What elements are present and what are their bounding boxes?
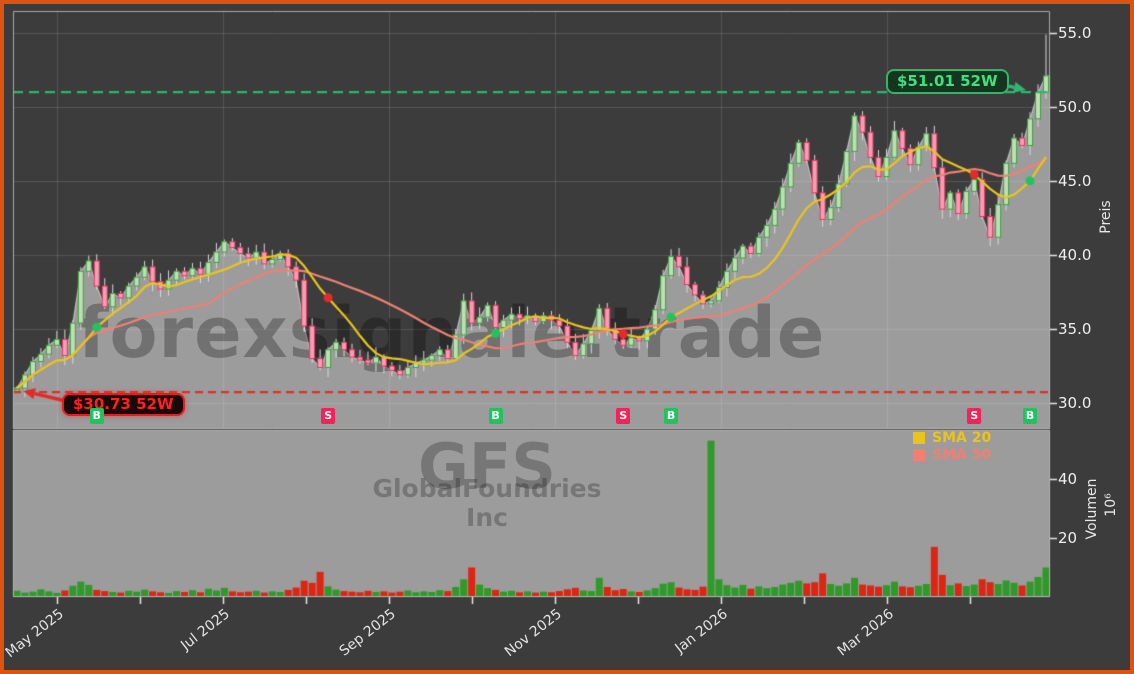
buy-marker: B: [1023, 408, 1038, 424]
volume-tick-label: 20: [1058, 529, 1078, 547]
high-52w-label: $51.01 52W: [886, 69, 1009, 94]
sma50-swatch-icon: [913, 448, 925, 461]
price-axis-title: Preis: [1098, 200, 1114, 234]
price-tick-label: 45.0: [1058, 172, 1092, 190]
legend-label-sma20: SMA 20: [932, 429, 992, 446]
volume-axis-title: Volumen: [1084, 478, 1100, 540]
sell-marker: S: [321, 408, 336, 424]
volume-axis-unit: 10⁶: [1103, 493, 1119, 517]
legend-label-sma50: SMA 50: [932, 446, 992, 463]
low-52w-label: $30.73 52W: [62, 393, 185, 416]
price-tick-label: 50.0: [1058, 98, 1092, 116]
buy-marker: B: [664, 408, 679, 424]
legend-item-sma50: SMA 50: [913, 446, 991, 463]
price-tick-label: 35.0: [1058, 320, 1092, 338]
legend: SMA 20 SMA 50: [913, 429, 991, 463]
sell-marker: S: [616, 408, 631, 424]
buy-marker: B: [488, 408, 503, 424]
sell-marker: S: [967, 408, 982, 424]
buy-marker: B: [89, 408, 104, 424]
price-tick-label: 55.0: [1058, 24, 1092, 42]
price-tick-label: 40.0: [1058, 246, 1092, 264]
sma20-swatch-icon: [913, 431, 925, 444]
price-tick-label: 30.0: [1058, 394, 1092, 412]
legend-item-sma20: SMA 20: [913, 429, 991, 446]
volume-tick-label: 40: [1058, 470, 1078, 488]
